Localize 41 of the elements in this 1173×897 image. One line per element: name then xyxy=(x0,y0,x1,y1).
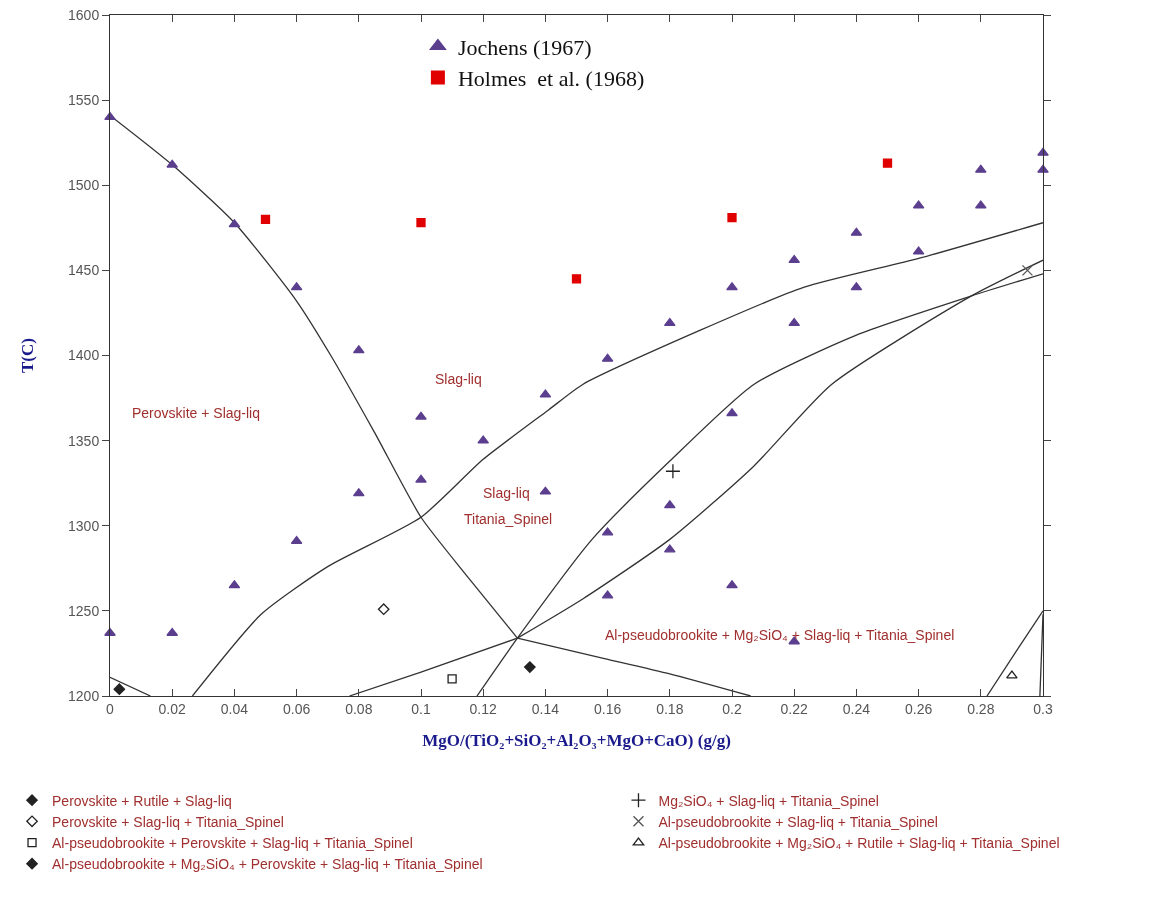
annotation: Perovskite + Slag-liq xyxy=(132,405,261,421)
y-tick-label: 1500 xyxy=(68,177,100,194)
x-tick-label: 0.22 xyxy=(780,700,809,717)
y-tick-label: 1250 xyxy=(68,602,100,619)
y-tick-label: 1350 xyxy=(68,432,100,449)
legend-label: Al-pseudobrookite + Perovskite + Slag-liq + Titania_Spinel xyxy=(52,834,413,851)
y-tick-label: 1400 xyxy=(68,347,100,364)
legend-label: Jochens (1967) xyxy=(457,34,592,60)
y-tick-label: 1450 xyxy=(68,262,100,279)
x-tick-label: 0.3 xyxy=(1033,700,1053,717)
x-tick-label: 0 xyxy=(106,700,115,717)
legend-label: Al-pseudobrookite + Mg₂SiO₄ + Perovskite + Slag-liq + Titania_Spinel xyxy=(52,856,483,873)
legend-label: Perovskite + Slag-liq + Titania_Spinel xyxy=(52,813,284,830)
y-tick-label: 1200 xyxy=(68,687,100,704)
y-tick-label: 1300 xyxy=(68,517,100,534)
x-tick-label: 0.08 xyxy=(345,700,373,717)
legend-label: Mg₂SiO₄ + Slag-liq + Titania_Spinel xyxy=(658,792,879,809)
x-tick-label: 0.28 xyxy=(967,700,995,717)
legend-label: Al-pseudobrookite + Mg₂SiO₄ + Rutile + Slag-liq + Titania_Spinel xyxy=(658,834,1060,851)
x-axis-title: MgO/(TiO₂+SiO₂+Al₂O₃+MgO+CaO) (g/g) xyxy=(422,731,731,751)
annotation: Slag-liq xyxy=(435,371,482,387)
annotation: Titania_Spinel xyxy=(464,511,553,527)
legend-label: Al-pseudobrookite + Slag-liq + Titania_Spinel xyxy=(658,813,938,830)
x-tick-label: 0.2 xyxy=(722,700,742,717)
y-tick-label: 1600 xyxy=(68,6,100,23)
legend-label: Holmes et al. (1968) xyxy=(457,66,645,92)
x-tick-label: 0.24 xyxy=(842,700,871,717)
x-tick-label: 0.16 xyxy=(593,700,622,717)
legend-label: Perovskite + Rutile + Slag-liq xyxy=(52,792,232,809)
annotation: Al-pseudobrookite + Mg₂SiO₄ + Slag-liq + Titania_Spinel xyxy=(605,627,955,643)
x-tick-label: 0.1 xyxy=(411,700,431,717)
x-tick-label: 0.02 xyxy=(158,700,187,717)
x-tick-label: 0.26 xyxy=(904,700,933,717)
y-tick-label: 1550 xyxy=(68,92,100,109)
x-tick-label: 0.06 xyxy=(282,700,311,717)
y-axis-title: T(C) xyxy=(17,338,37,373)
x-tick-label: 0.18 xyxy=(656,700,684,717)
annotation: Slag-liq xyxy=(483,485,530,501)
x-tick-label: 0.14 xyxy=(531,700,560,717)
x-tick-label: 0.12 xyxy=(469,700,498,717)
x-tick-label: 0.04 xyxy=(220,700,249,717)
